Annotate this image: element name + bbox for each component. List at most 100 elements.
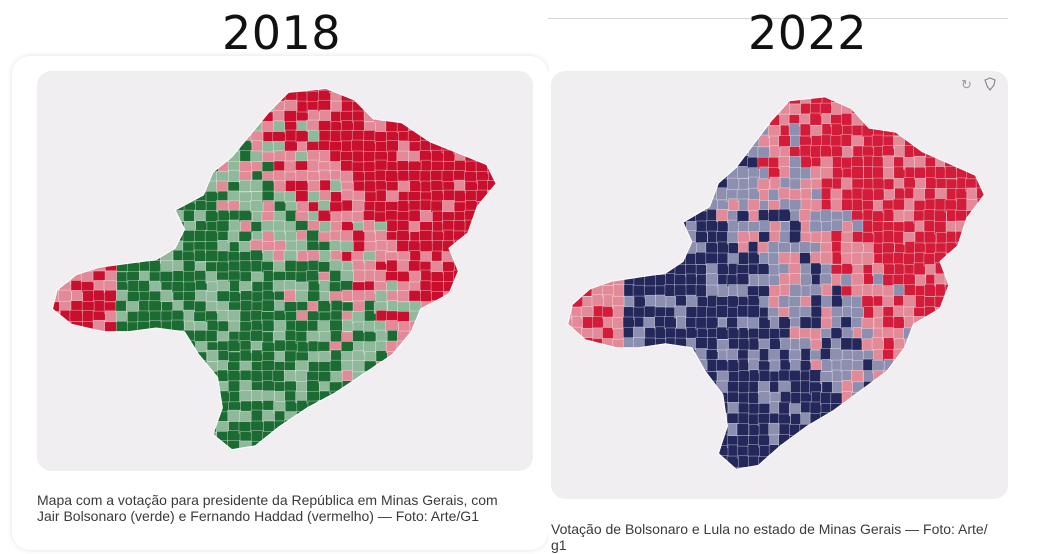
municipality-cell[interactable]: [956, 294, 970, 308]
municipality-cell[interactable]: [464, 141, 478, 154]
municipality-cell[interactable]: [161, 111, 176, 124]
municipality-cell[interactable]: [988, 446, 1000, 458]
municipality-cell[interactable]: [633, 262, 646, 276]
municipality-cell[interactable]: [551, 103, 562, 115]
municipality-cell[interactable]: [48, 329, 62, 342]
municipality-cell[interactable]: [92, 111, 106, 124]
municipality-cell[interactable]: [522, 301, 533, 313]
municipality-cell[interactable]: [127, 120, 142, 133]
municipality-cell[interactable]: [420, 421, 434, 434]
municipality-cell[interactable]: [830, 348, 843, 362]
municipality-cell[interactable]: [965, 349, 978, 362]
municipality-cell[interactable]: [510, 91, 523, 103]
municipality-cell[interactable]: [487, 309, 501, 323]
municipality-cell[interactable]: [476, 119, 491, 133]
municipality-cell[interactable]: [137, 451, 150, 463]
municipality-cell[interactable]: [206, 71, 219, 82]
municipality-cell[interactable]: [306, 229, 320, 242]
municipality-cell[interactable]: [432, 71, 445, 82]
municipality-cell[interactable]: [643, 455, 657, 469]
municipality-cell[interactable]: [686, 391, 700, 405]
municipality-cell[interactable]: [150, 340, 164, 353]
municipality-cell[interactable]: [562, 262, 574, 276]
municipality-cell[interactable]: [453, 370, 467, 384]
municipality-cell[interactable]: [160, 161, 174, 174]
municipality-cell[interactable]: [510, 160, 523, 172]
municipality-cell[interactable]: [645, 413, 658, 427]
municipality-cell[interactable]: [486, 220, 500, 233]
municipality-cell[interactable]: [976, 444, 989, 458]
municipality-cell[interactable]: [49, 160, 63, 173]
municipality-cell[interactable]: [137, 81, 152, 93]
municipality-cell[interactable]: [717, 102, 731, 116]
municipality-cell[interactable]: [396, 240, 410, 253]
municipality-cell[interactable]: [998, 350, 1008, 362]
municipality-cell[interactable]: [182, 390, 196, 403]
municipality-cell[interactable]: [149, 180, 163, 193]
municipality-cell[interactable]: [498, 382, 511, 394]
municipality-cell[interactable]: [738, 135, 751, 148]
municipality-cell[interactable]: [317, 261, 332, 274]
municipality-cell[interactable]: [602, 209, 615, 223]
municipality-cell[interactable]: [551, 307, 563, 319]
municipality-cell[interactable]: [851, 445, 865, 459]
municipality-cell[interactable]: [832, 489, 844, 499]
municipality-cell[interactable]: [769, 466, 783, 479]
municipality-cell[interactable]: [206, 110, 220, 123]
municipality-cell[interactable]: [551, 423, 563, 435]
municipality-cell[interactable]: [998, 242, 1008, 254]
municipality-cell[interactable]: [905, 82, 917, 94]
municipality-cell[interactable]: [160, 90, 175, 103]
municipality-cell[interactable]: [38, 71, 51, 82]
municipality-cell[interactable]: [665, 380, 679, 394]
municipality-cell[interactable]: [71, 160, 85, 173]
municipality-cell[interactable]: [398, 461, 411, 471]
municipality-cell[interactable]: [160, 100, 174, 113]
municipality-cell[interactable]: [582, 144, 596, 158]
municipality-cell[interactable]: [717, 83, 729, 95]
municipality-cell[interactable]: [561, 198, 574, 212]
municipality-cell[interactable]: [432, 80, 446, 92]
municipality-cell[interactable]: [654, 466, 667, 479]
municipality-cell[interactable]: [582, 433, 595, 447]
municipality-cell[interactable]: [706, 433, 720, 447]
municipality-cell[interactable]: [965, 284, 979, 298]
municipality-cell[interactable]: [160, 400, 175, 413]
municipality-cell[interactable]: [716, 113, 730, 127]
municipality-cell[interactable]: [571, 423, 584, 437]
municipality-cell[interactable]: [644, 489, 656, 499]
municipality-cell[interactable]: [791, 489, 803, 499]
municipality-cell[interactable]: [789, 92, 802, 105]
municipality-cell[interactable]: [227, 309, 242, 322]
municipality-cell[interactable]: [904, 479, 916, 491]
municipality-cell[interactable]: [352, 450, 365, 462]
municipality-cell[interactable]: [675, 455, 689, 469]
municipality-cell[interactable]: [675, 403, 688, 416]
municipality-cell[interactable]: [945, 317, 958, 331]
municipality-cell[interactable]: [872, 93, 886, 106]
municipality-cell[interactable]: [705, 252, 718, 266]
municipality-cell[interactable]: [791, 71, 803, 83]
municipality-cell[interactable]: [675, 423, 688, 437]
municipality-cell[interactable]: [409, 350, 423, 363]
municipality-cell[interactable]: [160, 409, 174, 422]
municipality-cell[interactable]: [810, 456, 823, 470]
municipality-cell[interactable]: [318, 461, 331, 471]
municipality-cell[interactable]: [465, 71, 478, 83]
municipality-cell[interactable]: [653, 349, 667, 363]
municipality-cell[interactable]: [227, 370, 242, 383]
municipality-cell[interactable]: [103, 381, 117, 394]
municipality-cell[interactable]: [182, 400, 196, 413]
municipality-cell[interactable]: [965, 456, 978, 470]
municipality-cell[interactable]: [644, 433, 657, 447]
municipality-cell[interactable]: [581, 413, 595, 427]
municipality-cell[interactable]: [893, 123, 907, 137]
municipality-cell[interactable]: [48, 311, 62, 324]
municipality-cell[interactable]: [976, 338, 989, 352]
municipality-cell[interactable]: [172, 351, 187, 364]
municipality-cell[interactable]: [194, 391, 208, 404]
municipality-cell[interactable]: [654, 456, 668, 470]
municipality-cell[interactable]: [551, 348, 562, 360]
municipality-cell[interactable]: [593, 489, 605, 499]
municipality-cell[interactable]: [696, 114, 710, 128]
